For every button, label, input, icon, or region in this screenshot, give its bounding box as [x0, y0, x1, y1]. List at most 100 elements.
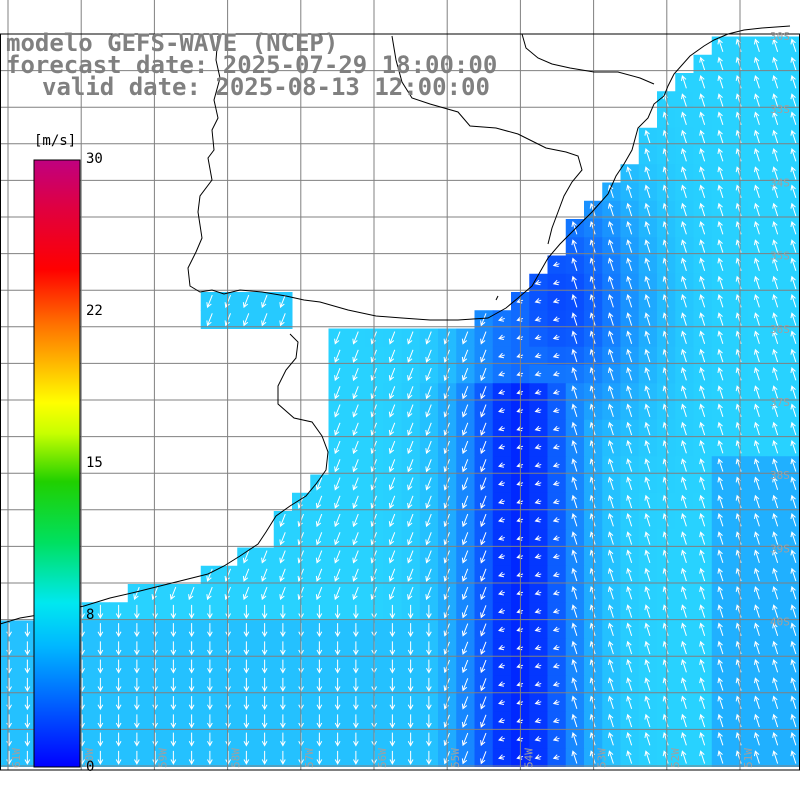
wind-arrow [461, 532, 469, 546]
wind-arrow [242, 586, 250, 601]
wind-arrow [243, 696, 250, 711]
wind-arrow [534, 535, 542, 541]
wind-arrow [772, 750, 779, 764]
wind-arrow [534, 626, 542, 632]
wind-arrow [352, 568, 359, 582]
wind-arrow [389, 677, 396, 692]
wind-arrow [552, 298, 560, 304]
wind-arrow [315, 513, 323, 528]
wind-arrow [699, 385, 706, 399]
wind-arrow [607, 567, 614, 582]
longitude-label: 53W [596, 748, 609, 768]
wind-arrow [407, 750, 414, 765]
wind-arrow [790, 56, 797, 71]
wind-arrow [790, 129, 797, 144]
wind-arrow [224, 586, 231, 601]
wind-arrow [498, 717, 505, 724]
wind-arrow [717, 38, 724, 52]
wind-arrow [753, 275, 760, 290]
longitude-label: 60W [83, 748, 96, 768]
wind-arrow [279, 513, 286, 528]
wind-arrow [461, 696, 469, 710]
wind-arrow [626, 366, 633, 381]
wind-arrow [170, 750, 177, 765]
wind-arrow [644, 312, 651, 326]
wind-arrow [498, 352, 505, 359]
wind-arrow [717, 549, 724, 563]
wind-arrow [753, 531, 760, 545]
wind-arrow [552, 316, 560, 322]
wind-arrow [552, 517, 560, 523]
wind-arrow [170, 604, 177, 619]
longitude-label: 54W [522, 748, 535, 768]
wind-arrow [607, 239, 614, 253]
wind-arrow [334, 732, 341, 747]
wind-arrow [571, 366, 578, 381]
wind-arrow [699, 604, 706, 618]
wind-arrow [243, 714, 250, 729]
wind-arrow [626, 275, 633, 290]
wind-arrow [717, 476, 724, 490]
wind-arrow [407, 349, 414, 363]
wind-arrow [461, 568, 469, 582]
wind-arrow [717, 585, 724, 600]
wind-arrow [699, 622, 706, 636]
wind-arrow [353, 659, 359, 674]
wind-arrow [680, 622, 687, 636]
wind-arrow [353, 641, 359, 656]
wind-arrow [353, 714, 359, 729]
wind-arrow [626, 713, 633, 728]
wind-arrow [772, 512, 779, 527]
wind-speed-cell [784, 91, 800, 110]
wind-arrow [680, 184, 687, 198]
wind-arrow [188, 696, 195, 711]
wind-arrow [334, 477, 341, 491]
wind-arrow [680, 312, 687, 326]
wind-arrow [772, 567, 779, 582]
wind-arrow [772, 403, 779, 417]
wind-arrow [571, 731, 578, 746]
wind-arrow [717, 640, 724, 655]
wind-arrow [680, 330, 687, 344]
wind-arrow [717, 494, 724, 509]
wind-arrow [280, 659, 286, 674]
wind-arrow [353, 677, 359, 692]
wind-arrow [170, 623, 177, 638]
wind-arrow [498, 535, 505, 541]
wind-arrow [498, 644, 505, 651]
wind-arrow [626, 330, 633, 344]
wind-arrow [699, 494, 706, 509]
wind-arrow [134, 732, 140, 747]
wind-arrow [772, 129, 779, 144]
wind-arrow [225, 732, 231, 747]
wind-arrow [552, 261, 560, 267]
wind-arrow [243, 732, 250, 747]
wind-arrow [425, 404, 432, 418]
wind-arrow [644, 239, 651, 253]
wind-arrow [425, 422, 432, 436]
wind-arrow [644, 220, 651, 235]
longitude-label: 55W [449, 748, 462, 768]
wind-arrow [644, 129, 651, 144]
wind-arrow [699, 750, 706, 764]
latitude-label: 34S [770, 176, 790, 189]
wind-arrow [261, 568, 268, 582]
wind-arrow [644, 677, 651, 691]
wind-arrow [717, 93, 724, 107]
wind-arrow [261, 659, 268, 674]
wind-arrow [242, 568, 250, 582]
wind-arrow [152, 677, 158, 692]
wind-arrow [753, 74, 760, 89]
wind-arrow [571, 549, 578, 563]
wind-arrow [534, 608, 542, 614]
wind-arrow [134, 623, 140, 638]
wind-arrow [334, 714, 341, 729]
wind-arrow [353, 732, 359, 747]
wind-arrow [426, 623, 432, 638]
wind-arrow [772, 494, 779, 509]
wind-arrow [207, 604, 213, 619]
wind-arrow [717, 567, 724, 582]
wind-arrow [552, 279, 560, 286]
wind-arrow [552, 371, 560, 377]
wind-arrow [699, 348, 706, 363]
